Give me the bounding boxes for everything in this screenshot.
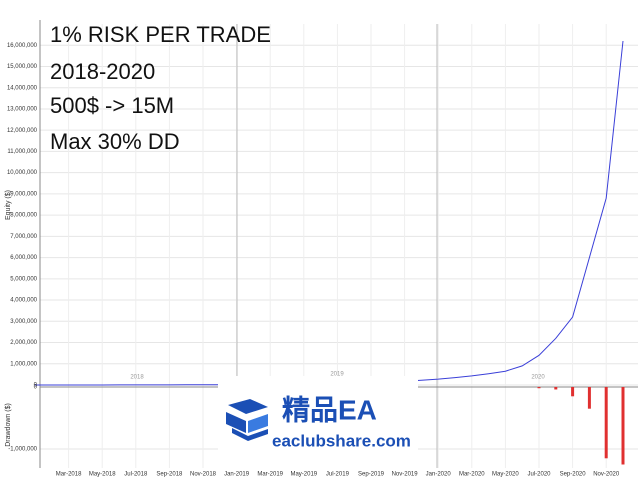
x-tick-label: Nov-2020 bbox=[593, 472, 620, 478]
y-tick-label: 2,000,000 bbox=[10, 340, 37, 346]
y-axis-title: Drawdown ($) bbox=[5, 403, 12, 447]
y-tick-label: 15,000,000 bbox=[7, 64, 38, 70]
drawdown-bar bbox=[554, 387, 558, 390]
y-tick-label: 9,000,000 bbox=[10, 191, 37, 197]
logo-book bbox=[226, 412, 246, 433]
drawdown-bar bbox=[621, 387, 625, 465]
x-tick-label: May-2018 bbox=[89, 472, 116, 478]
y-tick-label: 5,000,000 bbox=[10, 276, 37, 282]
drawdown-bar bbox=[571, 387, 575, 397]
y-tick-label: 11,000,000 bbox=[7, 149, 37, 155]
y-tick-label: 0 bbox=[34, 385, 38, 391]
drawdown-bar bbox=[604, 387, 608, 459]
y-tick-label: 0 bbox=[34, 383, 38, 389]
x-tick-label: Mar-2018 bbox=[56, 472, 82, 478]
annotation: 500$ -> 15M bbox=[50, 93, 174, 118]
y-tick-label: 14,000,000 bbox=[7, 85, 38, 91]
x-tick-label: Mar-2020 bbox=[459, 472, 485, 478]
y-tick-label: 1,000,000 bbox=[10, 361, 37, 367]
y-tick-label: 7,000,000 bbox=[10, 234, 37, 240]
x-tick-label: Sep-2020 bbox=[560, 472, 587, 478]
logo-icon bbox=[226, 399, 268, 441]
x-tick-label: Jul-2020 bbox=[527, 472, 551, 478]
x-tick-label: Jul-2018 bbox=[124, 472, 148, 478]
x-tick-label: May-2019 bbox=[290, 472, 317, 478]
year-label: 2018 bbox=[130, 375, 144, 381]
year-label: 2020 bbox=[531, 375, 545, 381]
watermark: 精品EA eaclubshare.com bbox=[218, 376, 418, 480]
drawdown-bar bbox=[537, 387, 541, 389]
x-tick-label: May-2020 bbox=[492, 472, 519, 478]
logo-book bbox=[248, 414, 268, 433]
x-tick-label: Jan-2019 bbox=[224, 472, 250, 478]
y-tick-label: 13,000,000 bbox=[7, 107, 38, 113]
annotation: 2018-2020 bbox=[50, 59, 155, 84]
y-axis-title: Equity ($) bbox=[5, 190, 12, 220]
drawdown-bar bbox=[587, 387, 591, 409]
x-tick-label: Jul-2019 bbox=[326, 472, 350, 478]
y-tick-label: 8,000,000 bbox=[10, 213, 37, 219]
y-tick-label: 6,000,000 bbox=[10, 255, 37, 261]
x-tick-label: Sep-2018 bbox=[156, 472, 183, 478]
x-tick-label: Jan-2020 bbox=[426, 472, 452, 478]
annotation: 1% RISK PER TRADE bbox=[50, 22, 271, 47]
x-tick-label: Nov-2019 bbox=[392, 472, 419, 478]
logo-book bbox=[228, 399, 268, 414]
year-label: 2019 bbox=[330, 372, 344, 378]
watermark-title: 精品EA bbox=[282, 394, 377, 425]
x-tick-label: Nov-2018 bbox=[190, 472, 217, 478]
y-tick-label: 4,000,000 bbox=[10, 298, 37, 304]
logo-book bbox=[232, 428, 268, 441]
x-tick-label: Mar-2019 bbox=[257, 472, 283, 478]
x-tick-label: Sep-2019 bbox=[358, 472, 385, 478]
y-tick-label: 10,000,000 bbox=[7, 170, 38, 176]
y-tick-label: 16,000,000 bbox=[7, 43, 38, 49]
y-tick-label: 3,000,000 bbox=[10, 319, 37, 325]
annotation: Max 30% DD bbox=[50, 129, 180, 154]
watermark-url: eaclubshare.com bbox=[272, 431, 411, 450]
y-tick-label: -1,000,000 bbox=[8, 447, 37, 453]
y-tick-label: 12,000,000 bbox=[7, 128, 38, 134]
